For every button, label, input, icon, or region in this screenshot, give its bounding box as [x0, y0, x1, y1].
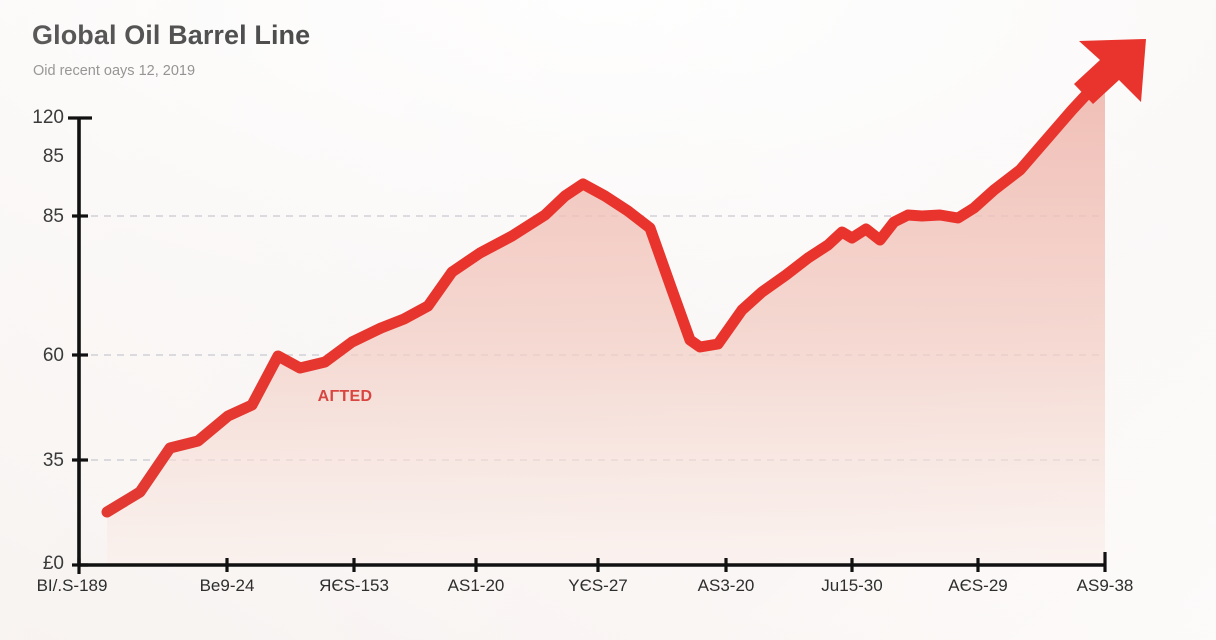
area-fill [107, 80, 1105, 565]
axis-lines [77, 118, 1105, 567]
y-axis-label-0: 120 [32, 107, 64, 128]
x-axis-label-2: ЯЄS-153 [319, 576, 389, 595]
x-axis-label-4: YЄS-27 [568, 576, 628, 595]
axis-ticks [68, 116, 1107, 574]
chart-annotation: AΓTED [317, 388, 373, 405]
x-axis-label-5: AS3-20 [697, 576, 755, 595]
trend-line [101, 76, 1104, 518]
x-axis-label-0: BI/.S-189 [36, 576, 108, 595]
x-axis-label-8: AS9-38 [1076, 576, 1134, 595]
trend-arrow-icon [1074, 39, 1146, 104]
y-axis-label-2: 85 [42, 206, 64, 227]
x-axis-label-7: AЄS-29 [948, 576, 1008, 595]
y-axis-label-4: 35 [42, 450, 64, 471]
x-axis-label-3: AS1-20 [447, 576, 505, 595]
y-axis-label-3: 60 [42, 345, 64, 366]
y-axis-label-5: £0 [42, 553, 64, 574]
x-axis-label-6: Ju15-30 [821, 576, 883, 595]
y-axis-label-1: 85 [42, 146, 64, 167]
x-axis-label-1: Be9-24 [199, 576, 255, 595]
